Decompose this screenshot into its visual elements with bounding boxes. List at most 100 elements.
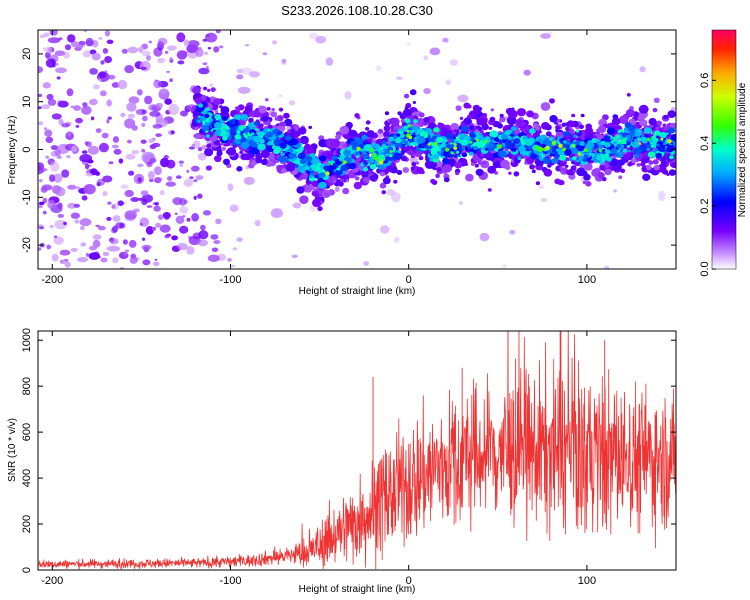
spectrogram-noise-blob bbox=[186, 169, 190, 173]
spectrogram-noise-blob bbox=[191, 143, 196, 147]
spectrogram-halo-blob bbox=[540, 102, 551, 111]
spectrogram-halo-blob bbox=[651, 126, 656, 131]
spectrogram-noise-blob bbox=[54, 50, 66, 56]
spectrogram-halo-blob bbox=[207, 88, 211, 92]
spectrogram-ridge-blob bbox=[542, 157, 551, 165]
spectrogram-noise-blob bbox=[159, 88, 168, 94]
spectrogram-ridge-blob bbox=[221, 116, 228, 121]
spectrogram-halo-blob bbox=[419, 123, 424, 128]
spectrogram-ridge-blob bbox=[440, 153, 444, 157]
spectrogram-noise-blob bbox=[55, 67, 67, 74]
spectrogram-noise-blob bbox=[142, 237, 146, 241]
spectrogram-ridge-blob bbox=[640, 136, 648, 143]
spectrogram-halo-blob bbox=[535, 181, 541, 186]
spectrogram-ridge-blob bbox=[643, 127, 652, 134]
spectrogram-noise-blob bbox=[42, 82, 51, 89]
spectrogram-noise-blob bbox=[120, 112, 126, 118]
spectrogram-noise-blob bbox=[165, 181, 176, 187]
spectrogram-ridge-blob bbox=[354, 137, 360, 142]
spectrogram-halo-blob bbox=[391, 117, 400, 126]
spectrogram-noise-blob bbox=[39, 168, 48, 172]
spectrogram-ridge-blob bbox=[498, 150, 507, 158]
spectrogram-ridge-blob bbox=[408, 139, 413, 143]
spectrogram-ridge-blob bbox=[278, 156, 287, 163]
spectrogram-halo-blob bbox=[411, 161, 417, 167]
spectrogram-noise-blob bbox=[42, 197, 48, 204]
spectrogram-noise-blob bbox=[149, 110, 161, 117]
spectrogram-noise-blob bbox=[85, 163, 90, 170]
spectrogram-noise-blob bbox=[179, 163, 183, 167]
spectrogram-ridge-blob bbox=[524, 138, 534, 146]
spectrogram-noise-blob bbox=[164, 50, 169, 54]
spectrogram-noise-blob bbox=[168, 103, 179, 116]
spectrogram-ridge-blob bbox=[259, 139, 265, 144]
spectrogram-halo-blob bbox=[301, 173, 308, 180]
spectrogram-halo-blob bbox=[501, 118, 506, 122]
spectrogram-noise-blob bbox=[219, 45, 224, 49]
spectrogram-noise-blob bbox=[174, 212, 178, 215]
spectrogram-hotspot bbox=[562, 147, 566, 152]
spectrogram-ridge-blob bbox=[367, 159, 372, 163]
spectrogram-ridge-blob bbox=[392, 152, 402, 160]
spectrogram-halo-blob bbox=[214, 110, 219, 114]
spectrogram-halo-blob bbox=[487, 165, 497, 174]
spectrogram-halo-blob bbox=[290, 124, 294, 128]
spectrogram-halo-blob bbox=[472, 104, 480, 112]
spectrogram-ridge-blob bbox=[385, 153, 389, 156]
spectrogram-noise-blob bbox=[180, 110, 188, 117]
spectrogram-ridge-blob bbox=[199, 108, 204, 112]
spectrogram-noise-blob bbox=[449, 59, 459, 66]
spectrogram-ridge-blob bbox=[433, 127, 440, 133]
spectrogram-halo-blob bbox=[393, 179, 398, 184]
spectrogram-ridge-blob bbox=[468, 151, 474, 156]
spectrogram-ridge-blob bbox=[604, 149, 611, 154]
spectrogram-ridge-blob bbox=[487, 142, 495, 149]
spectrogram-noise-blob bbox=[164, 234, 170, 239]
spectrogram-halo-blob bbox=[418, 112, 425, 118]
spectrogram-halo-blob bbox=[467, 104, 472, 109]
spectrogram-noise-blob bbox=[158, 214, 164, 220]
spectrogram-noise-blob bbox=[281, 58, 287, 64]
spectrogram-halo-blob bbox=[554, 178, 561, 185]
spectrogram-halo-blob bbox=[409, 89, 417, 96]
spectrogram-noise-blob bbox=[202, 38, 208, 42]
spectrogram-ridge-blob bbox=[403, 125, 408, 129]
spectrogram-noise-blob bbox=[117, 200, 124, 206]
snr-y-tick-label: 400 bbox=[21, 469, 33, 487]
spectrogram-noise-blob bbox=[49, 224, 54, 228]
spectrogram-halo-blob bbox=[653, 164, 660, 171]
spectrogram-noise-blob bbox=[45, 136, 54, 143]
spectrogram-noise-blob bbox=[178, 160, 184, 164]
spectrogram-noise-blob bbox=[111, 82, 120, 88]
spectrogram-halo-blob bbox=[648, 117, 657, 126]
spectrogram-halo-blob bbox=[584, 163, 593, 171]
spectrogram-halo-blob bbox=[255, 157, 263, 164]
spectrogram-halo-blob bbox=[396, 170, 403, 175]
spectrogram-ridge-blob bbox=[655, 135, 660, 139]
spectrogram-noise-blob bbox=[43, 47, 46, 51]
spectrogram-halo-blob bbox=[497, 123, 503, 129]
spectrogram-ridge-blob bbox=[388, 136, 395, 142]
spectrogram-ridge-blob bbox=[622, 148, 628, 153]
spectrogram-noise-blob bbox=[232, 247, 238, 251]
spectrogram-noise-blob bbox=[152, 124, 163, 129]
spectrogram-noise-blob bbox=[152, 142, 161, 148]
spectrogram-ridge-blob bbox=[222, 136, 228, 141]
spectrogram-halo-blob bbox=[366, 130, 375, 138]
snr-frame bbox=[37, 330, 677, 571]
spectrogram-halo-blob bbox=[302, 139, 309, 145]
snr-x-tick-label: 100 bbox=[578, 575, 596, 587]
spectrogram-x-tick-label: 100 bbox=[578, 274, 596, 286]
spectrogram-halo-blob bbox=[658, 127, 663, 132]
spectrogram-ridge-blob bbox=[403, 141, 408, 146]
spectrogram-noise-blob bbox=[46, 244, 51, 250]
snr-x-tick-label: -200 bbox=[41, 575, 63, 587]
spectrogram-noise-blob bbox=[126, 139, 132, 144]
spectrogram-halo-blob bbox=[318, 139, 328, 148]
spectrogram-hotspot bbox=[389, 150, 393, 153]
spectrogram-noise-blob bbox=[124, 210, 137, 220]
spectrogram-halo-blob bbox=[557, 161, 561, 165]
spectrogram-noise-blob bbox=[272, 40, 277, 45]
spectrogram-noise-blob bbox=[145, 226, 154, 235]
spectrogram-noise-blob bbox=[106, 245, 121, 252]
